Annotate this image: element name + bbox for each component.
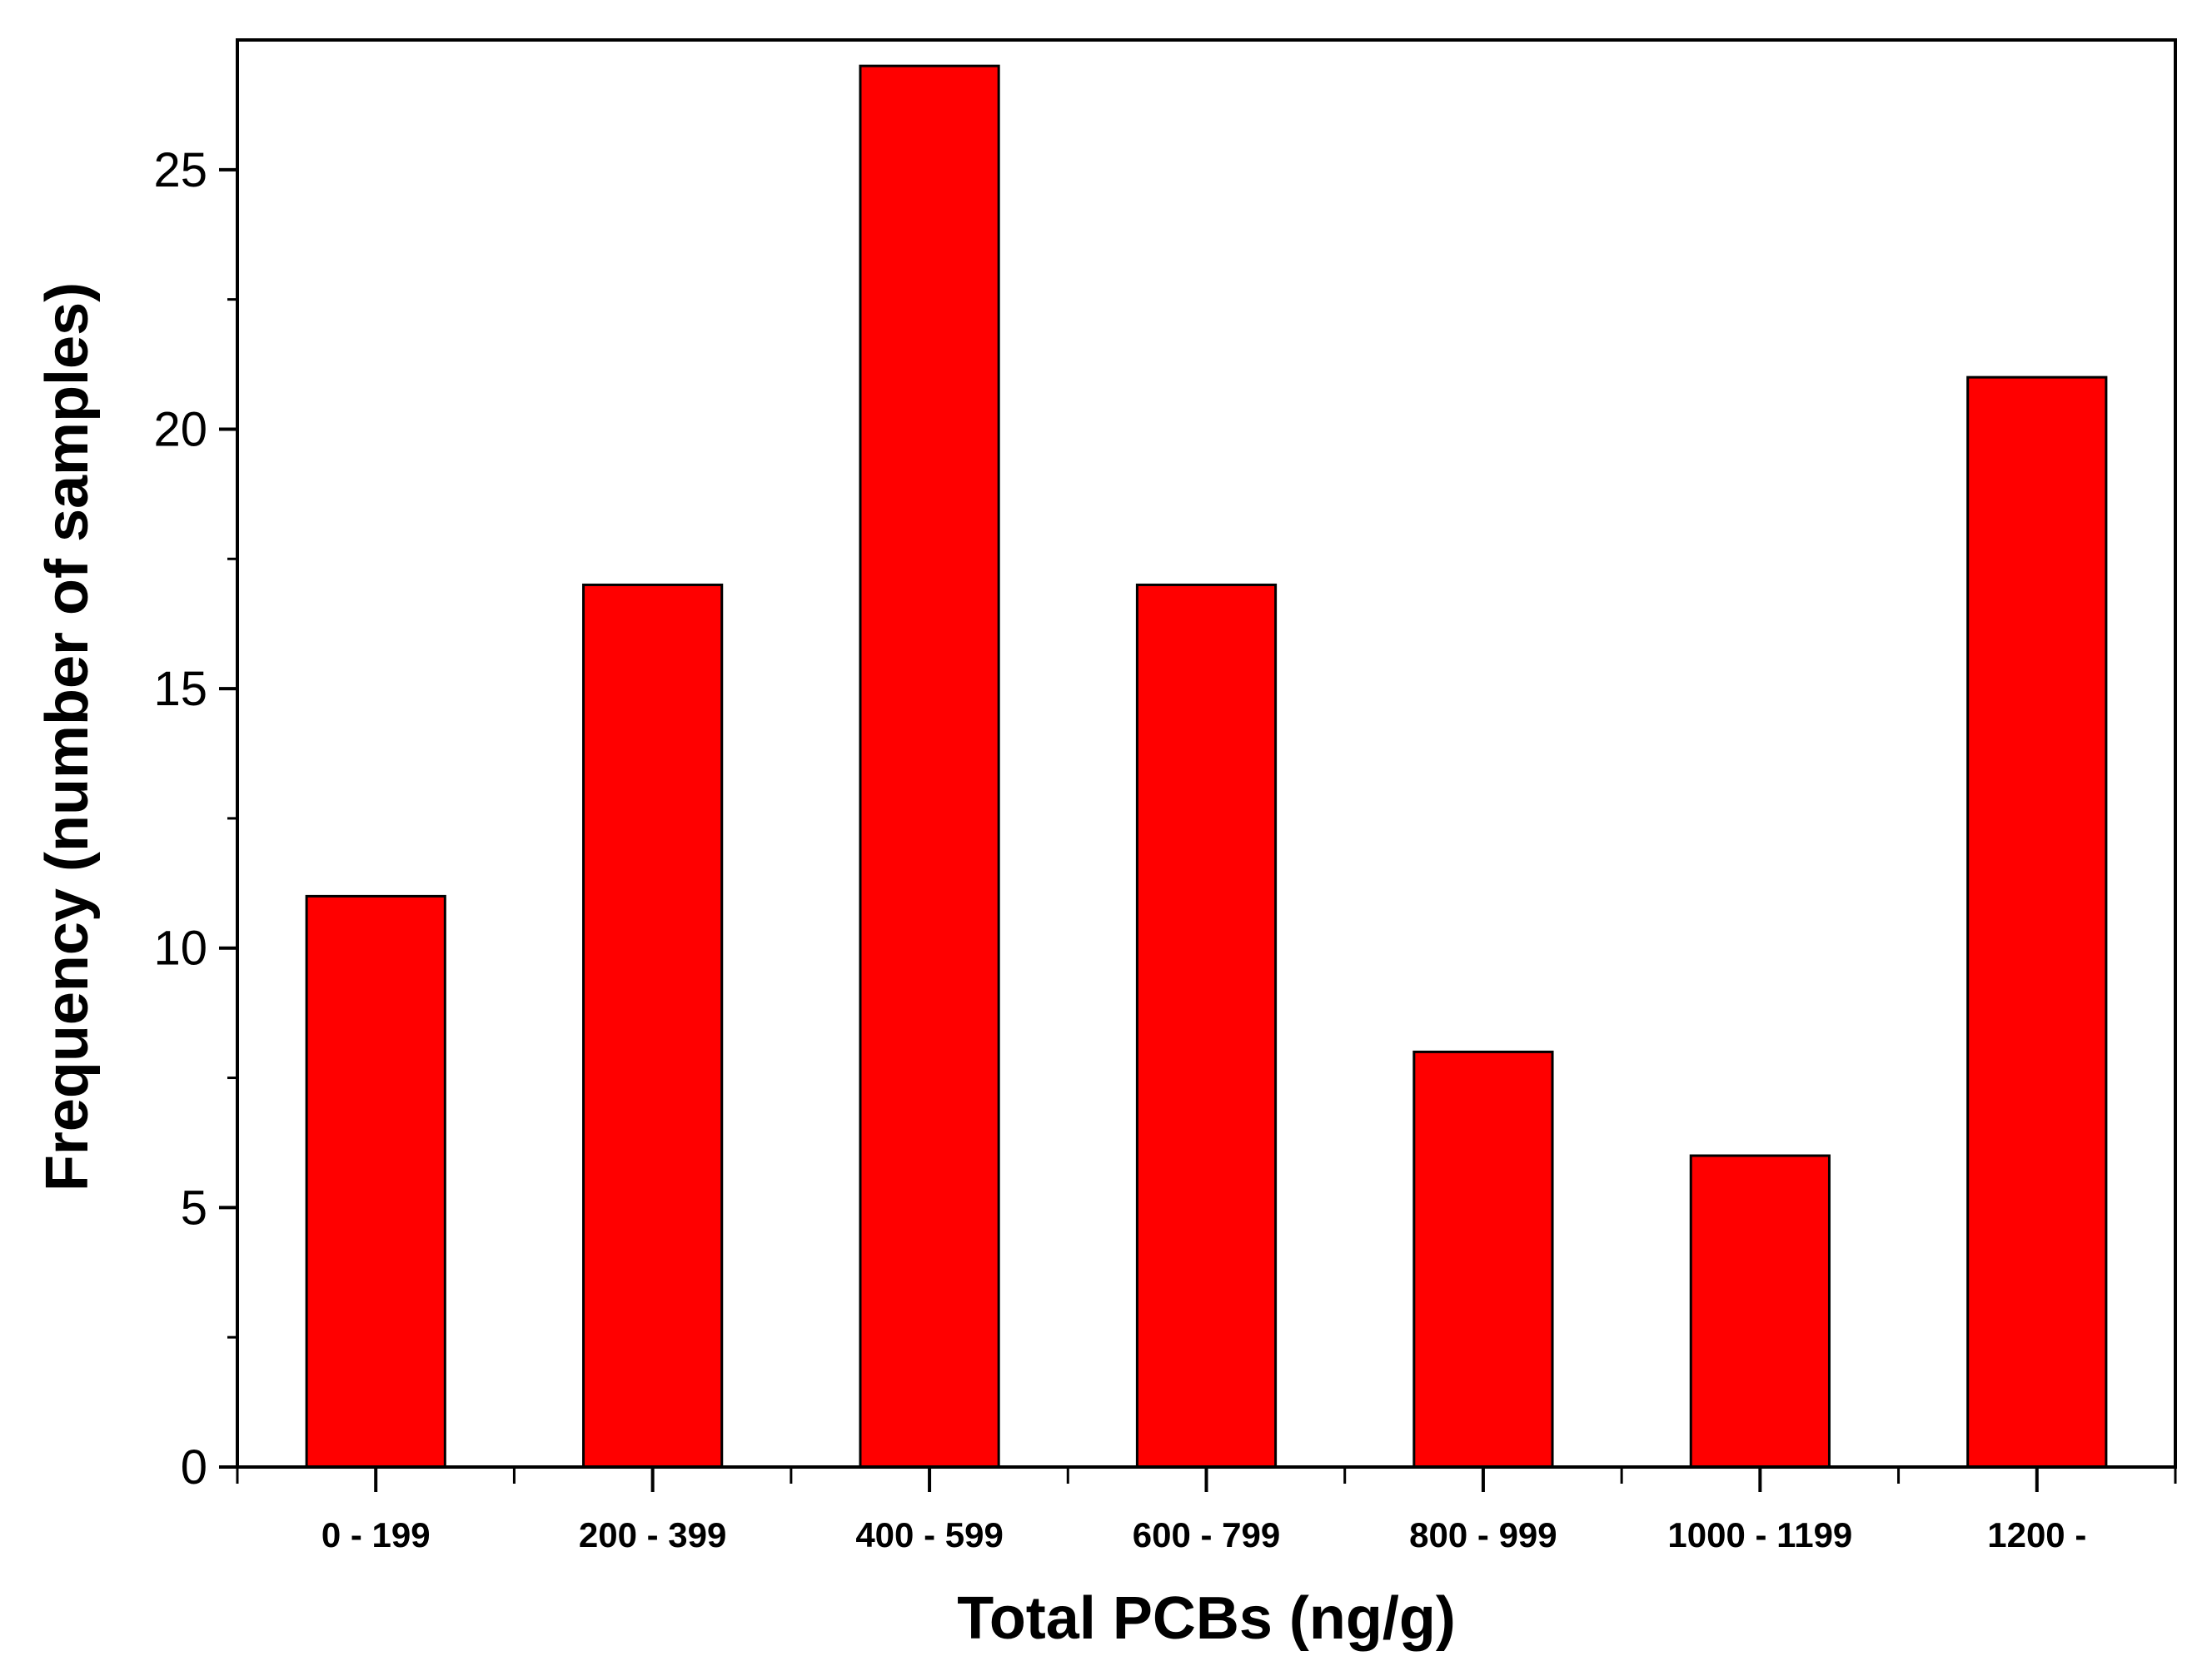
- y-axis-title: Frequency (number of samples): [34, 282, 101, 1191]
- x-tick-label: 800 - 999: [1409, 1515, 1557, 1554]
- y-tick-label: 5: [181, 1181, 207, 1235]
- x-tick-label: 0 - 199: [321, 1515, 431, 1554]
- y-tick-label: 0: [181, 1440, 207, 1494]
- y-tick-label: 10: [153, 922, 207, 976]
- y-axis: 0 5 10 15 20 25: [153, 143, 237, 1494]
- bar-2: [582, 583, 724, 1469]
- bar-6: [1689, 1154, 1831, 1469]
- bar-3: [859, 64, 1000, 1469]
- x-tick-label: 1200 -: [1987, 1515, 2086, 1554]
- y-tick-label: 20: [153, 402, 207, 456]
- bars-layer: [305, 64, 2108, 1469]
- x-axis: 0 - 199 200 - 399 400 - 599 600 - 799 800 - …: [236, 1467, 2177, 1554]
- x-tick-label: 200 - 399: [579, 1515, 726, 1554]
- bar-4: [1135, 583, 1278, 1469]
- x-tick-label: 400 - 599: [855, 1515, 1003, 1554]
- y-tick-label: 25: [153, 143, 207, 197]
- x-tick-label: 600 - 799: [1133, 1515, 1280, 1554]
- bar-7: [1966, 375, 2108, 1469]
- bar-1: [305, 894, 446, 1469]
- x-axis-title: Total PCBs (ng/g): [957, 1585, 1456, 1652]
- x-tick-label: 1000 - 1199: [1667, 1515, 1852, 1554]
- bar-5: [1412, 1050, 1554, 1469]
- y-tick-label: 15: [153, 662, 207, 716]
